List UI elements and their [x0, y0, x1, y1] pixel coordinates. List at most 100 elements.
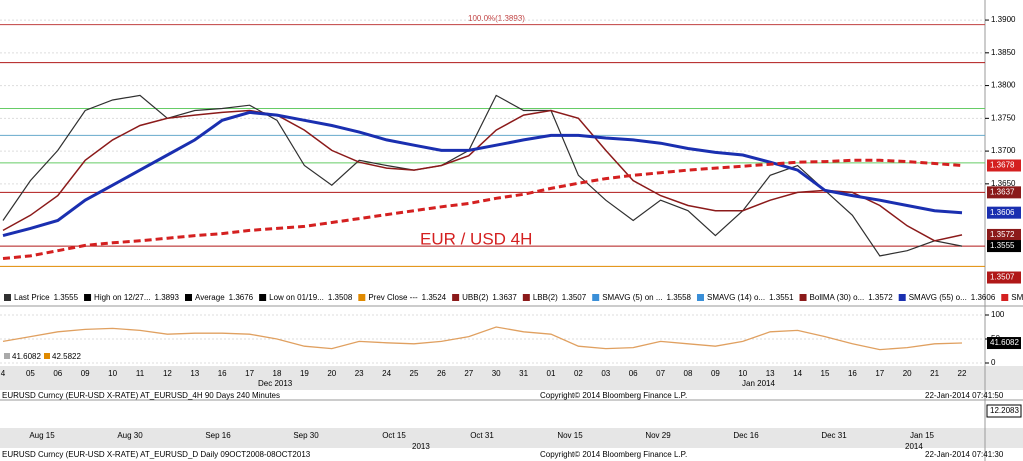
legend-label: UBB(2)	[462, 293, 489, 302]
legend-swatch	[185, 294, 192, 301]
x-tick-label: 23	[355, 369, 364, 378]
x-tick-label: Nov 15	[557, 431, 583, 440]
price-tag	[986, 404, 1022, 418]
y-tick-label: 1.3750	[991, 113, 1016, 122]
price-tag	[987, 337, 1021, 350]
x-tick-label: 09	[711, 369, 720, 378]
x-tick-label: 18	[273, 369, 282, 378]
x-tick-label: 08	[684, 369, 693, 378]
y-tick-label: 1.3850	[991, 48, 1016, 57]
x-tick-label: 30	[492, 369, 501, 378]
price-tag-label: 1.3606	[990, 208, 1015, 217]
legend-label: Average	[195, 293, 225, 302]
legend-label: LBB(2)	[533, 293, 558, 302]
legend-value: 1.3676	[229, 293, 254, 302]
price-tag	[987, 186, 1021, 199]
footer-text: EURUSD Curncy (EUR-USD X-RATE) AT_EURUSD…	[2, 391, 280, 400]
footer-text: EURUSD Curncy (EUR-USD X-RATE) AT_EURUSD…	[2, 450, 311, 459]
legend-value: 1.3893	[155, 293, 180, 302]
x-tick-label: Sep 16	[205, 431, 231, 440]
price-tag-label: 1.3555	[990, 241, 1015, 250]
price-tag	[987, 240, 1021, 253]
footer-text: Copyright© 2014 Bloomberg Finance L.P.	[540, 450, 687, 459]
legend-swatch	[592, 294, 600, 301]
y-tick-label: 1.3650	[991, 179, 1016, 188]
legend-swatch	[84, 294, 92, 301]
x-tick-label: 27	[464, 369, 473, 378]
legend-swatch	[4, 353, 10, 359]
x-tick-label: 19	[300, 369, 309, 378]
x-tick-label: Aug 30	[117, 431, 143, 440]
x-tick-label: 13	[190, 369, 199, 378]
legend-value: 1.3572	[868, 293, 893, 302]
legend-swatch	[4, 294, 11, 301]
price-tag	[987, 159, 1021, 172]
legend-value: 1.3555	[54, 293, 79, 302]
legend-swatch	[452, 294, 460, 301]
x-tick-label: 06	[53, 369, 62, 378]
x-tick-label: 21	[930, 369, 939, 378]
y-tick-label: 1.3800	[991, 81, 1016, 90]
price-tag	[987, 271, 1021, 284]
y-tick-label: 1.3700	[991, 146, 1016, 155]
x-tick-label: Dec 31	[821, 431, 847, 440]
x-tick-label: 26	[437, 369, 446, 378]
legend-label: SMAVG (200) ...	[1011, 293, 1023, 302]
x-tick-label: Sep 30	[293, 431, 319, 440]
year-label: 2013	[412, 442, 430, 451]
legend-value: 41.6082	[12, 352, 41, 361]
x-tick-label: 02	[574, 369, 583, 378]
legend-label: Low on 01/19...	[269, 293, 324, 302]
x-tick-label: Aug 15	[29, 431, 55, 440]
month-label: Dec 2013	[258, 379, 293, 388]
x-tick-label: 4	[1, 369, 6, 378]
footer-text: Copyright© 2014 Bloomberg Finance L.P.	[540, 391, 687, 400]
x-tick-label: 17	[875, 369, 884, 378]
price-tag-label: 1.3572	[990, 230, 1015, 239]
legend-label: Prev Close ---	[368, 293, 418, 302]
x-tick-label: 10	[108, 369, 117, 378]
x-tick-label: 17	[245, 369, 254, 378]
legend-label: SMAVG (5) on ...	[602, 293, 662, 302]
x-tick-label: Jan 15	[910, 431, 935, 440]
x-tick-label: 09	[81, 369, 90, 378]
legend-value: 1.3637	[492, 293, 517, 302]
legend-value: 1.3558	[667, 293, 692, 302]
legend-label: Last Price	[14, 293, 50, 302]
series-line	[2, 158, 963, 260]
price-tag	[987, 206, 1021, 219]
legend-swatch	[1001, 294, 1009, 301]
y-tick-label: 1.3900	[991, 15, 1016, 24]
legend-swatch	[259, 294, 267, 301]
x-tick-label: 03	[601, 369, 610, 378]
legend-swatch	[696, 294, 704, 301]
legend-value: 1.3508	[328, 293, 353, 302]
y-tick-label: 0	[991, 358, 996, 367]
footer-text: 22-Jan-2014 07:41:30	[925, 450, 1004, 459]
footer-text: 22-Jan-2014 07:41:50	[925, 391, 1004, 400]
x-tick-label: 06	[629, 369, 638, 378]
x-tick-label: 12	[163, 369, 172, 378]
x-tick-label: Dec 16	[733, 431, 759, 440]
date-band	[0, 428, 1023, 448]
x-tick-label: 01	[547, 369, 556, 378]
x-tick-label: 24	[382, 369, 391, 378]
fib-label: 100.0%(1.3893)	[468, 14, 525, 23]
month-label: Jan 2014	[742, 379, 775, 388]
legend-swatch	[358, 294, 366, 301]
legend-swatch	[522, 294, 530, 301]
legend-label: SMAVG (14) o...	[707, 293, 765, 302]
x-tick-label: 20	[327, 369, 336, 378]
price-tag-label: 41.6082	[990, 338, 1019, 347]
legend-label: BollMA (30) o...	[810, 293, 865, 302]
legend-swatch	[44, 353, 50, 359]
x-tick-label: 10	[738, 369, 747, 378]
x-tick-label: Nov 29	[645, 431, 671, 440]
legend-label: SMAVG (55) o...	[909, 293, 967, 302]
x-tick-label: 16	[218, 369, 227, 378]
x-tick-label: 20	[903, 369, 912, 378]
price-tag-label: 1.3678	[990, 161, 1015, 170]
legend-label: High on 12/27...	[94, 293, 150, 302]
price-tag	[987, 228, 1021, 241]
